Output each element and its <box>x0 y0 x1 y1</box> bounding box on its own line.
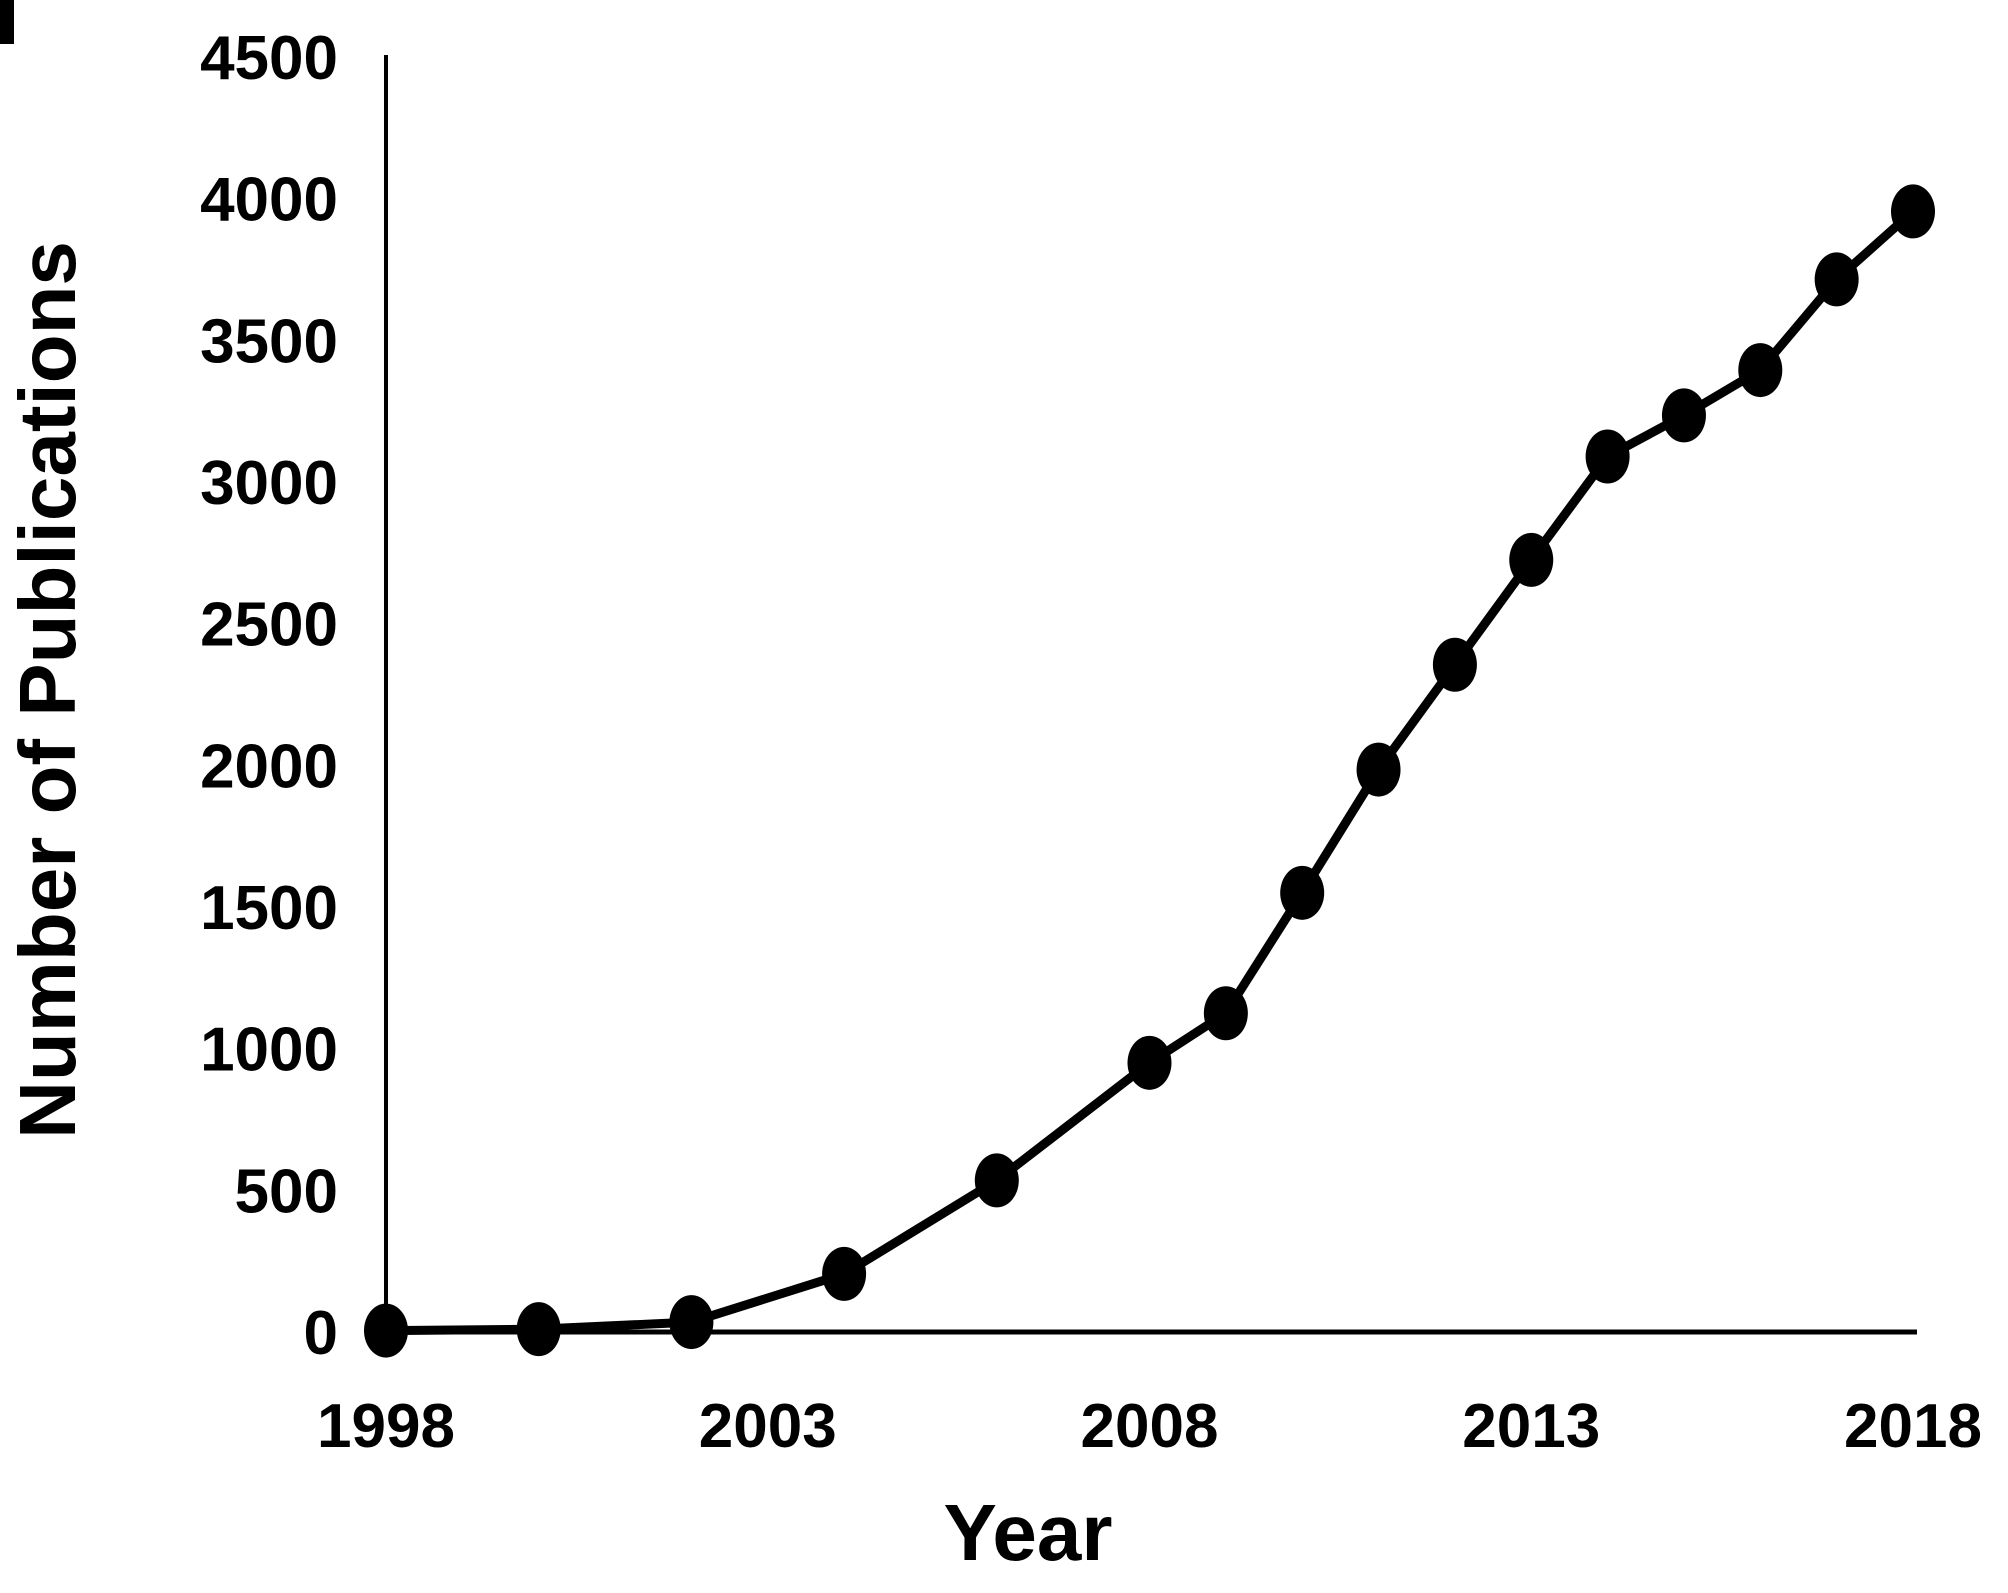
y-tick-label: 3500 <box>200 307 338 376</box>
x-tick-label: 2013 <box>1462 1392 1600 1461</box>
y-tick-label: 500 <box>235 1157 338 1226</box>
y-tick-label: 3000 <box>200 449 338 518</box>
x-tick-label: 2003 <box>699 1392 837 1461</box>
data-point-marker <box>1280 865 1325 920</box>
data-point-marker <box>1814 252 1859 307</box>
y-tick-label: 1500 <box>200 874 338 943</box>
x-axis-title: Year <box>943 1488 1112 1577</box>
series-line <box>381 206 1918 1336</box>
y-tick-label: 4000 <box>200 166 338 235</box>
y-tick-label: 1000 <box>200 1016 338 1085</box>
plot-area: 0 500 1000 1500 2000 2500 3000 3500 4000 4500 1998… <box>200 24 1982 1461</box>
data-point-marker <box>1509 532 1554 587</box>
data-point-marker <box>1432 637 1477 692</box>
data-point-marker <box>1356 742 1401 797</box>
data-point-marker <box>822 1246 867 1301</box>
data-point-marker <box>1127 1035 1172 1090</box>
data-point-marker <box>516 1302 561 1357</box>
data-point-marker <box>1203 986 1248 1041</box>
corner-artifact <box>0 0 14 44</box>
data-point-marker <box>1891 184 1935 239</box>
y-tick-label: 0 <box>304 1299 338 1368</box>
y-axis-title: Number of Publications <box>3 241 92 1139</box>
data-point-marker <box>1585 429 1630 484</box>
data-point-marker <box>669 1295 714 1350</box>
data-point-marker <box>974 1153 1019 1208</box>
x-tick-label: 2018 <box>1844 1392 1982 1461</box>
x-tick-label: 1998 <box>317 1392 455 1461</box>
data-point-marker <box>1738 343 1783 398</box>
y-tick-label: 2500 <box>200 591 338 660</box>
y-tick-label: 4500 <box>200 24 338 93</box>
data-point-marker <box>1661 388 1706 443</box>
data-point-marker <box>364 1303 408 1358</box>
y-tick-label: 2000 <box>200 732 338 801</box>
x-tick-label: 2008 <box>1081 1392 1219 1461</box>
